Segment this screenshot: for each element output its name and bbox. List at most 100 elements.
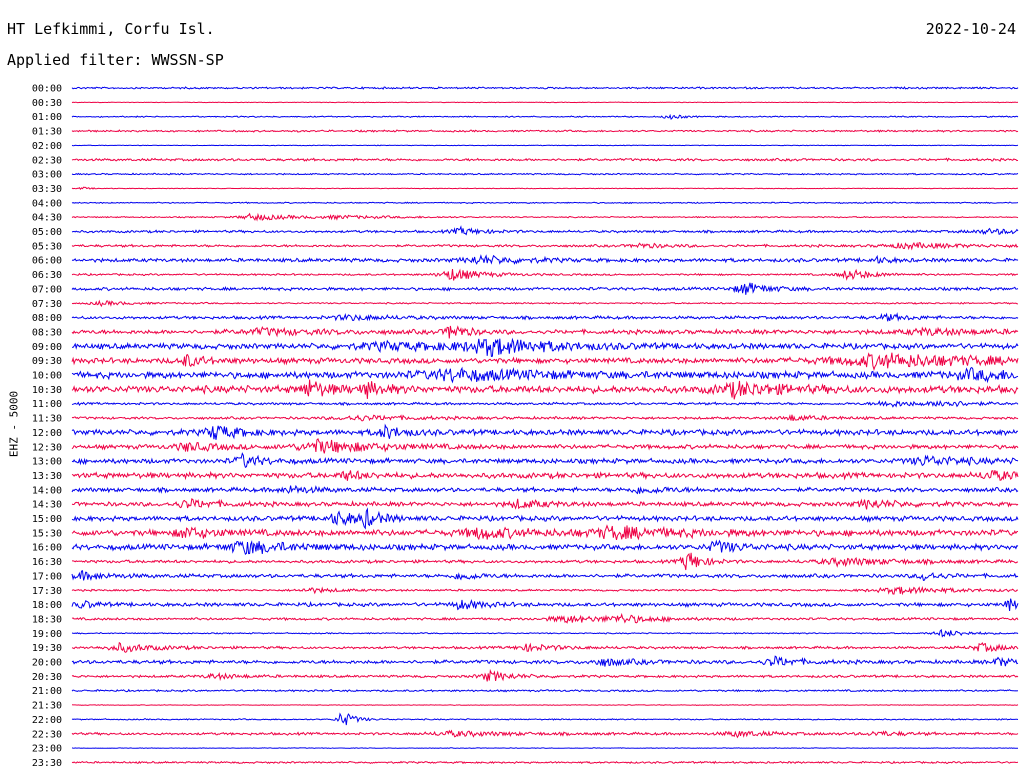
time-label: 12:30 <box>32 442 62 453</box>
time-label: 04:30 <box>32 213 62 224</box>
trace-row-1900 <box>71 628 1019 638</box>
trace-row-0630 <box>71 268 1019 281</box>
trace-row-1400 <box>71 484 1019 495</box>
time-label: 07:30 <box>32 299 62 310</box>
time-label: 03:00 <box>32 170 62 181</box>
time-label: 00:30 <box>32 98 62 109</box>
time-label: 18:00 <box>32 600 62 611</box>
time-label: 20:00 <box>32 658 62 669</box>
trace-row-0400 <box>71 201 1019 205</box>
time-label: 15:00 <box>32 514 62 525</box>
trace-row-1100 <box>71 399 1019 408</box>
time-label: 23:30 <box>32 758 62 769</box>
trace-row-0930 <box>71 352 1019 372</box>
trace-row-1500 <box>71 507 1019 530</box>
trace-row-0100 <box>71 113 1019 121</box>
date-label: 2022-10-24 <box>925 20 1016 38</box>
time-label: 00:00 <box>32 84 62 95</box>
time-label: 07:00 <box>32 284 62 295</box>
trace-row-2230 <box>71 729 1019 739</box>
time-label: 01:00 <box>32 112 62 123</box>
time-label: 16:30 <box>32 557 62 568</box>
trace-row-2000 <box>71 655 1019 667</box>
time-label: 23:00 <box>32 744 62 755</box>
trace-row-0430 <box>71 212 1019 222</box>
trace-row-1330 <box>71 470 1019 481</box>
time-label: 02:00 <box>32 141 62 152</box>
trace-row-1630 <box>72 552 1019 571</box>
trace-row-1030 <box>71 379 1019 400</box>
time-label: 05:30 <box>32 241 62 252</box>
time-label: 22:30 <box>32 729 62 740</box>
time-label: 11:00 <box>32 399 62 410</box>
time-label: 19:00 <box>32 629 62 640</box>
trace-row-0730 <box>71 299 1019 308</box>
trace-row-0800 <box>71 312 1019 322</box>
time-label: 04:00 <box>32 198 62 209</box>
trace-row-2300 <box>71 747 1018 749</box>
time-label: 19:30 <box>32 643 62 654</box>
time-label: 17:30 <box>32 586 62 597</box>
trace-row-0230 <box>71 157 1019 162</box>
filter-label: Applied filter: WWSSN-SP <box>7 51 224 69</box>
trace-row-1730 <box>71 586 1018 596</box>
time-label: 22:00 <box>32 715 62 726</box>
trace-row-0130 <box>71 129 1019 133</box>
time-label: 06:00 <box>32 256 62 267</box>
trace-row-0330 <box>71 186 1018 191</box>
time-label: 05:00 <box>32 227 62 238</box>
station-title: HT Lefkimmi, Corfu Isl. <box>7 20 215 38</box>
trace-row-1930 <box>71 641 1019 653</box>
trace-row-1800 <box>71 598 1019 612</box>
time-label: 10:00 <box>32 371 62 382</box>
time-label: 12:00 <box>32 428 62 439</box>
time-label: 20:30 <box>32 672 62 683</box>
time-label: 15:30 <box>32 528 62 539</box>
trace-row-1230 <box>71 438 1019 454</box>
trace-row-1130 <box>71 414 1019 422</box>
time-label: 13:00 <box>32 457 62 468</box>
trace-row-0030 <box>71 101 1019 104</box>
trace-row-0600 <box>71 254 1019 265</box>
trace-row-0700 <box>71 282 1019 295</box>
trace-row-0200 <box>71 144 1019 147</box>
time-label: 21:30 <box>32 701 62 712</box>
trace-row-2030 <box>71 668 1019 682</box>
trace-row-0530 <box>71 241 1019 251</box>
time-label: 10:30 <box>32 385 62 396</box>
time-label: 09:30 <box>32 356 62 367</box>
trace-row-1530 <box>71 524 1019 541</box>
time-label: 09:00 <box>32 342 62 353</box>
trace-row-1300 <box>71 452 1019 469</box>
time-label: 02:30 <box>32 155 62 166</box>
time-label: 21:00 <box>32 686 62 697</box>
trace-row-2200 <box>71 712 1019 726</box>
time-label: 14:30 <box>32 500 62 511</box>
trace-row-0300 <box>71 172 1019 176</box>
trace-row-1430 <box>71 498 1019 510</box>
time-label: 08:30 <box>32 327 62 338</box>
trace-row-0000 <box>71 86 1019 90</box>
time-label: 06:30 <box>32 270 62 281</box>
time-label: 14:00 <box>32 485 62 496</box>
time-label: 01:30 <box>32 127 62 138</box>
trace-row-1200 <box>71 423 1018 440</box>
trace-row-1700 <box>71 570 1019 582</box>
trace-row-2100 <box>71 688 1019 693</box>
time-label: 13:30 <box>32 471 62 482</box>
trace-row-1830 <box>71 612 1019 624</box>
trace-row-1600 <box>71 539 1019 556</box>
time-label: 18:30 <box>32 614 62 625</box>
time-label: 16:00 <box>32 543 62 554</box>
time-label: 08:00 <box>32 313 62 324</box>
trace-row-2130 <box>71 704 1019 706</box>
time-label: 11:30 <box>32 414 62 425</box>
trace-row-2330 <box>71 760 1019 765</box>
trace-row-0900 <box>71 337 1019 357</box>
trace-row-1000 <box>71 366 1019 384</box>
trace-row-0830 <box>71 325 1019 339</box>
time-label: 03:30 <box>32 184 62 195</box>
trace-row-0500 <box>71 225 1019 236</box>
time-label: 17:00 <box>32 571 62 582</box>
